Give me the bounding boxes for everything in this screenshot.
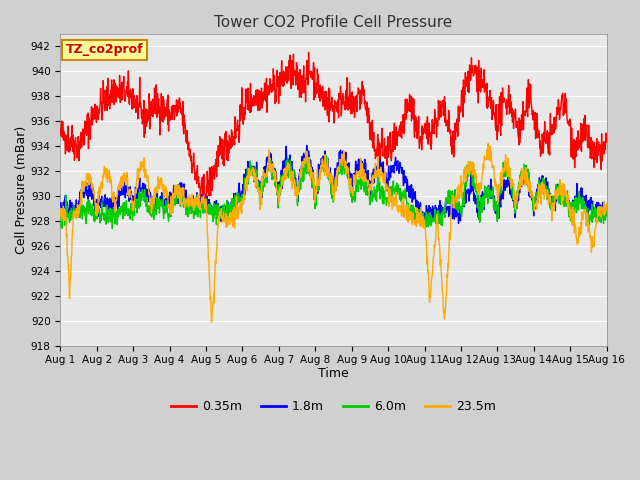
Text: TZ_co2prof: TZ_co2prof <box>66 43 143 56</box>
X-axis label: Time: Time <box>318 367 349 380</box>
Title: Tower CO2 Profile Cell Pressure: Tower CO2 Profile Cell Pressure <box>214 15 452 30</box>
Legend: 0.35m, 1.8m, 6.0m, 23.5m: 0.35m, 1.8m, 6.0m, 23.5m <box>166 396 501 419</box>
Y-axis label: Cell Pressure (mBar): Cell Pressure (mBar) <box>15 126 28 254</box>
